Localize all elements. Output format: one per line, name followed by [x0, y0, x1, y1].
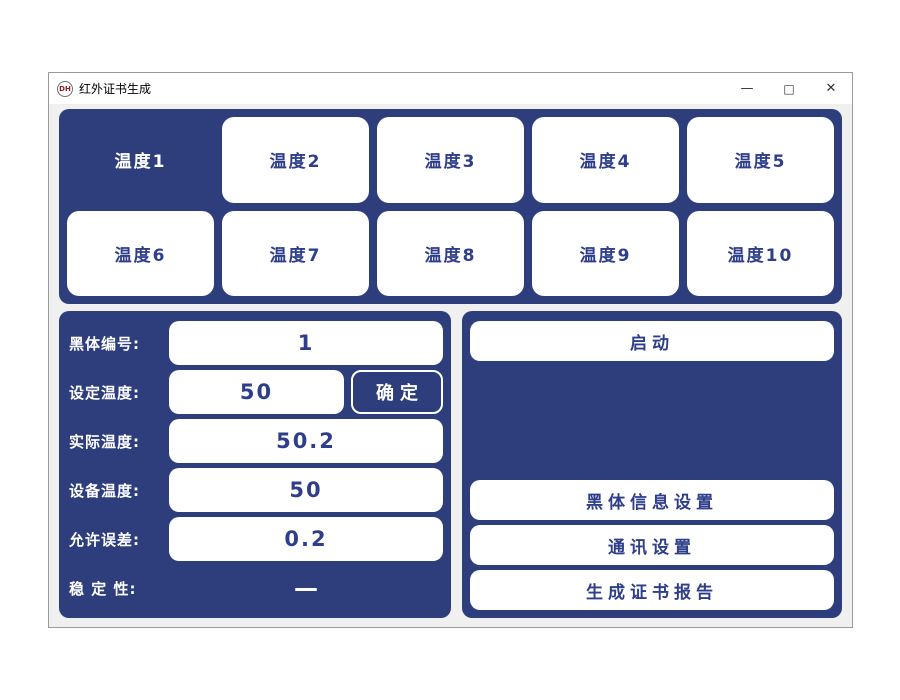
device-temperature-label: 设备温度: [69, 481, 140, 500]
app-window: DH 红外证书生成 — □ ✕ 温度1 温度2 温度3 温度4 温度5 温度6 … [48, 72, 853, 628]
title-bar: DH 红外证书生成 — □ ✕ [49, 73, 852, 104]
allowed-error-row: 允许误差: 0.2 [69, 517, 443, 561]
set-temperature-label: 设定温度: [69, 383, 140, 402]
actual-temperature-row: 实际温度: 50.2 [69, 419, 443, 463]
temp-button-9[interactable]: 温度9 [532, 210, 679, 296]
allowed-error-label: 允许误差: [69, 530, 140, 549]
actual-temperature-field[interactable]: 50.2 [169, 419, 443, 463]
temp-button-2[interactable]: 温度2 [222, 117, 369, 203]
confirm-button[interactable]: 确定 [351, 370, 443, 414]
set-temperature-field[interactable]: 50 [169, 370, 344, 414]
blackbody-id-row: 黑体编号: 1 [69, 321, 443, 365]
close-button[interactable]: ✕ [825, 81, 837, 96]
temp-button-3[interactable]: 温度3 [377, 117, 524, 203]
blackbody-info-settings-button[interactable]: 黑体信息设置 [470, 480, 834, 520]
actions-panel: 启动 黑体信息设置 通讯设置 生成证书报告 [462, 311, 842, 618]
temp-button-10[interactable]: 温度10 [687, 210, 834, 296]
generate-certificate-report-button[interactable]: 生成证书报告 [470, 570, 834, 610]
blackbody-id-label: 黑体编号: [69, 334, 140, 353]
actual-temperature-label: 实际温度: [69, 432, 140, 451]
temperature-grid-panel: 温度1 温度2 温度3 温度4 温度5 温度6 温度7 温度8 温度9 温度10 [59, 109, 842, 304]
temp-button-6[interactable]: 温度6 [67, 210, 214, 296]
stability-label: 稳 定 性: [69, 579, 137, 598]
window-title: 红外证书生成 [79, 82, 152, 96]
allowed-error-field[interactable]: 0.2 [169, 517, 443, 561]
stability-value: — [294, 574, 318, 602]
temp-button-1[interactable]: 温度1 [67, 117, 214, 203]
temp-button-4[interactable]: 温度4 [532, 117, 679, 203]
window-controls: — □ ✕ [726, 73, 852, 104]
maximize-button[interactable]: □ [783, 81, 795, 96]
minimize-button[interactable]: — [740, 81, 754, 96]
device-temperature-row: 设备温度: 50 [69, 468, 443, 512]
set-temperature-row: 设定温度: 50 确定 [69, 370, 443, 414]
stability-row: 稳 定 性: — [69, 566, 443, 610]
temp-button-8[interactable]: 温度8 [377, 210, 524, 296]
blackbody-id-field[interactable]: 1 [169, 321, 443, 365]
app-icon: DH [57, 80, 73, 97]
temp-button-5[interactable]: 温度5 [687, 117, 834, 203]
device-temperature-field[interactable]: 50 [169, 468, 443, 512]
temp-button-7[interactable]: 温度7 [222, 210, 369, 296]
start-button[interactable]: 启动 [470, 321, 834, 361]
communication-settings-button[interactable]: 通讯设置 [470, 525, 834, 565]
parameters-panel: 黑体编号: 1 设定温度: 50 确定 实际温度: 50.2 设备温度: 50 … [59, 311, 451, 618]
actions-spacer [470, 366, 834, 475]
